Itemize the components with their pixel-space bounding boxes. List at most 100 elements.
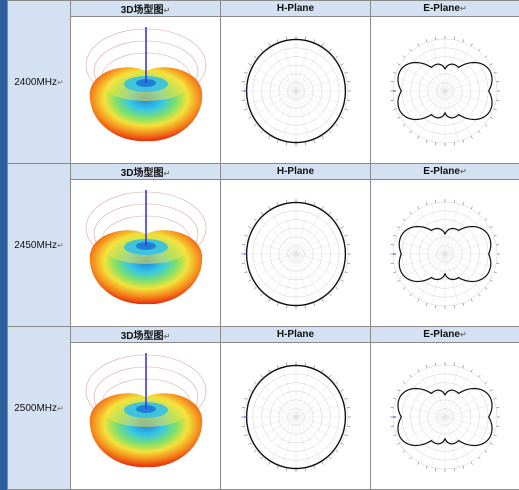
polar-grid-spoke [418,208,446,255]
column-header-hplane: H-Plane [220,0,371,17]
polar-grid-spoke [295,208,322,255]
polar-rim-tick [489,226,493,229]
polar-rim-tick [493,271,497,274]
polar-grid-spoke [281,366,296,418]
polar-grid-spoke [444,208,472,255]
polar-rim-tick [304,468,306,472]
paragraph-mark: ↵ [459,4,467,13]
polar-rim-tick [397,442,401,445]
polar-rim-tick [435,36,437,40]
polar-rim-tick [259,456,263,460]
polar-grid-spoke [258,416,296,454]
polar-grid-spoke [408,90,446,128]
polar-rim-tick [276,202,278,206]
freq-cell: 2400MHz↵ [7,0,71,164]
polar-grid-spoke [269,253,296,300]
polar-grid-spoke [444,380,482,418]
polar-rim-tick [435,468,437,472]
polar-grid-spoke [431,416,446,468]
polar-grid-spoke [258,253,296,291]
polar-rim-tick [285,36,287,40]
polar-rim-tick [390,81,394,83]
polar-grid-spoke [245,416,296,431]
polar-grid-spoke [399,416,446,444]
polar-grid-spoke [431,366,446,418]
polar-rim-tick [321,206,324,210]
polar-grid-spoke [444,54,482,92]
freq-label: 2500MHz [14,402,58,414]
polar-rim-tick [409,293,412,297]
polar-rim-tick [247,442,251,445]
eplane-cell [370,179,519,327]
polar-grid-spoke [444,45,472,92]
polar-rim-tick [484,218,488,221]
polar-grid-spoke [245,253,296,268]
polar-rim-tick [470,298,473,302]
polar-rim-tick [253,381,256,384]
polar-rim-tick [267,461,270,465]
polar-rim-tick [484,287,488,290]
polar-rim-tick [417,298,420,302]
polar-rim-tick [328,48,332,52]
polar-rim-tick [321,461,324,465]
polar-rim-tick [484,55,488,58]
column-header-eplane-label: E-Plane [423,3,460,14]
polar-rim-tick [390,262,394,264]
figure-row-2500 [8,342,519,490]
polar-grid-spoke [295,380,333,418]
polar-rim-tick [328,456,332,460]
polar-rim-tick [328,211,332,215]
polar-rim-tick [478,48,481,52]
polar-rim-tick [484,381,488,384]
polar-grid-spoke [444,416,459,468]
pattern-3d-cell [70,16,221,164]
polar-grid-spoke [295,90,310,142]
polar-grid-spoke [444,90,482,128]
hplane-cell [220,16,371,164]
polar-rim-tick [321,135,324,139]
polar-rim-tick [340,226,344,229]
polar-rim-tick [344,434,348,437]
polar-rim-tick [241,262,245,264]
polar-rim-tick [259,211,263,215]
polar-rim-tick [276,465,278,469]
polar-rim-tick [397,116,401,119]
polar-grid-spoke [418,371,446,418]
polar-grid-spoke [394,240,446,255]
polar-grid-spoke [258,380,296,418]
polar-rim-tick [493,434,497,437]
polar-rim-tick [313,202,315,206]
polar-rim-tick [390,244,394,246]
polar-rim-tick [285,468,287,472]
polar-rim-tick [321,298,324,302]
paragraph-mark: ↵ [459,330,467,339]
polar-rim-tick [304,142,306,146]
polar-rim-tick [346,81,350,83]
polar-grid-spoke [269,45,296,92]
polar-grid-spoke [444,90,491,118]
polar-rim-tick [417,206,420,210]
polar-grid-spoke [431,40,446,92]
column-header-eplane: E-Plane↵ [370,326,519,343]
polar-rim-tick [346,244,350,246]
paragraph-mark: ↵ [163,332,171,341]
hplane-cell [220,342,371,490]
polar-rim-tick [393,434,397,437]
polar-rim-tick [276,139,278,143]
polar-rim-tick [462,465,465,469]
polar-grid-spoke [281,416,296,468]
polar-grid-spoke [250,416,296,444]
polar-rim-tick [462,202,465,206]
polar-rim-tick [321,43,324,47]
polar-rim-tick [335,124,338,127]
polar-grid-spoke [295,416,310,468]
polar-pattern-trace [398,225,492,283]
paragraph-mark: ↵ [57,77,64,87]
polar-grid-spoke [250,253,296,281]
polar-grid-spoke [444,217,482,255]
polar-rim-tick [402,450,406,453]
polar-grid-spoke [444,77,496,92]
polar-grid-spoke [250,64,296,92]
polar-rim-tick [484,124,488,127]
paragraph-mark: ↵ [57,240,64,250]
